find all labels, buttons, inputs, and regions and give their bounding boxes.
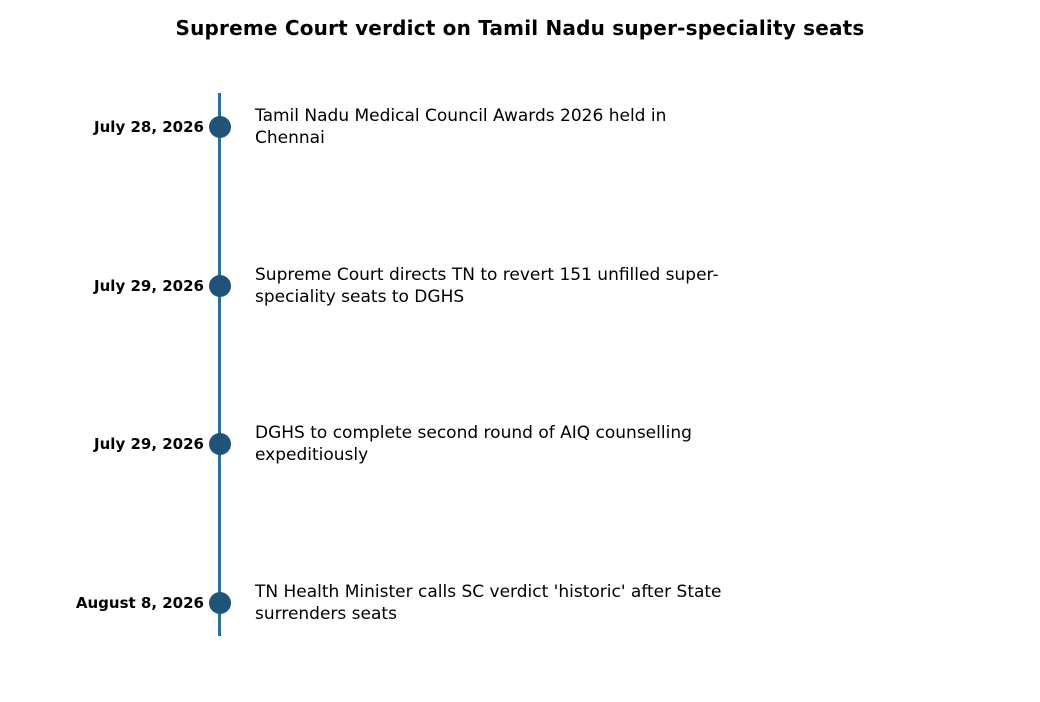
event-description: TN Health Minister calls SC verdict 'his… [255, 582, 722, 624]
event-date: July 29, 2026 [94, 277, 204, 295]
event-description: Tamil Nadu Medical Council Awards 2026 h… [255, 106, 667, 148]
timeline-axis-line [218, 93, 221, 636]
event-date: July 28, 2026 [94, 118, 204, 136]
timeline-title: Supreme Court verdict on Tamil Nadu supe… [175, 16, 865, 40]
event-marker-dot [209, 433, 231, 455]
event-description: Supreme Court directs TN to revert 151 u… [255, 265, 719, 307]
event-date: August 8, 2026 [75, 594, 204, 612]
event-date: July 29, 2026 [94, 435, 204, 453]
event-description: DGHS to complete second round of AIQ cou… [255, 423, 692, 465]
event-marker-dot [209, 116, 231, 138]
event-marker-dot [209, 592, 231, 614]
event-marker-dot [209, 275, 231, 297]
